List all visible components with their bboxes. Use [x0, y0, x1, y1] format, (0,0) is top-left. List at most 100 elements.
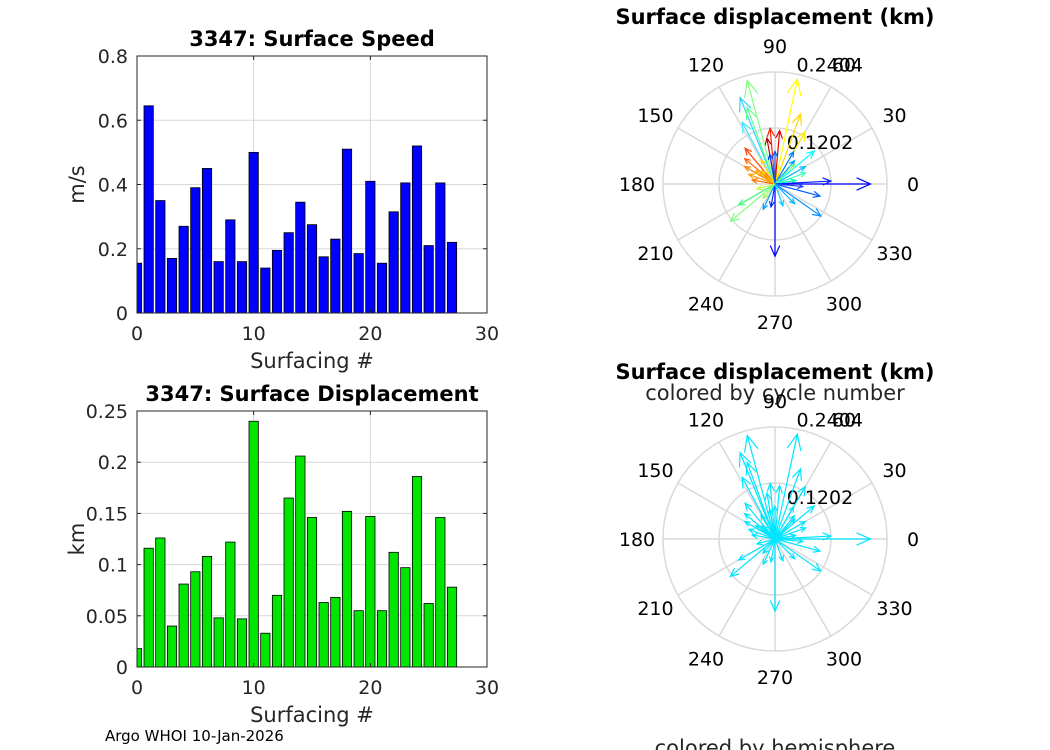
displacement-arrow [762, 183, 776, 211]
y-tick-label: 0.1 [98, 555, 128, 577]
arrow-head [788, 505, 795, 513]
displacement-arrow [745, 106, 776, 185]
arrow-head [737, 199, 746, 206]
arrow-head [788, 197, 796, 205]
arrow-head [747, 173, 755, 180]
displacement-arrow [747, 173, 776, 185]
angle-label: 180 [619, 529, 655, 551]
y-tick-label: 0 [116, 303, 128, 325]
bar [411, 476, 423, 668]
displacement-arrow [774, 177, 833, 186]
bar [376, 262, 388, 314]
arrow-head [799, 520, 807, 527]
angle-label: 150 [637, 460, 673, 482]
bar [283, 232, 294, 314]
bar [271, 594, 283, 668]
arrow-shaft [744, 147, 776, 185]
arrow-head [796, 182, 805, 189]
displacement-arrow [755, 538, 776, 546]
bar [400, 182, 411, 314]
arrow-head [774, 484, 784, 494]
arrow-head [812, 190, 822, 198]
arrow-shaft [774, 538, 821, 552]
displacement-arrow [743, 79, 776, 185]
y-tick-label: 0.05 [86, 606, 128, 628]
arrow-shaft [751, 534, 776, 540]
bar [365, 180, 376, 314]
arrow-head [762, 203, 769, 211]
displacement-arrow [774, 538, 823, 572]
arrow-head [766, 126, 775, 137]
arrow-shaft [774, 468, 802, 540]
displacement-arrow [774, 538, 822, 553]
arrow-shaft [774, 130, 781, 185]
arrow-head [806, 505, 816, 514]
arrow-head [766, 481, 775, 492]
arrow-shaft [774, 538, 784, 562]
polar-caption: colored by cycle number [645, 381, 905, 405]
bar [136, 648, 143, 668]
arrow-shaft [748, 173, 776, 185]
arrow-shaft [774, 521, 806, 540]
bar [365, 516, 376, 668]
displacement-arrow [774, 505, 795, 540]
x-tick-label: 0 [131, 323, 143, 345]
arrow-shaft [730, 538, 776, 577]
displacement-arrow [774, 77, 802, 185]
arrow-shaft [774, 150, 815, 185]
bar [213, 617, 224, 668]
arrow-head [738, 96, 752, 113]
arrow-head [791, 112, 802, 126]
axes-box [136, 410, 488, 668]
bar [388, 551, 399, 668]
bar [330, 596, 341, 668]
displacement-arrow [772, 504, 778, 539]
arrow-shaft [774, 180, 831, 185]
arrow-shaft [738, 538, 776, 561]
arrow-head [747, 528, 755, 535]
x-tick-label: 0 [131, 677, 143, 699]
displacement-arrow [774, 538, 796, 560]
displacement-arrow [774, 532, 833, 541]
y-tick-label: 0.15 [86, 503, 128, 525]
arrow-head [737, 554, 746, 561]
polar-hemisphere-chart: 0 30 60 90 120 150 180 210 240 270 300 330 0.1202 0.2… [615, 360, 934, 750]
angle-label: 120 [688, 54, 724, 76]
displacement-arrow [737, 538, 776, 561]
arrow-shaft [774, 183, 784, 207]
arrow-head [743, 165, 751, 172]
bar [225, 541, 236, 668]
bar [295, 455, 306, 668]
arrow-shaft [774, 505, 815, 540]
angle-label: 0 [907, 174, 919, 196]
bar [190, 187, 201, 314]
y-tick-label: 0.25 [86, 401, 128, 423]
arrow-shaft [738, 183, 776, 206]
arrow-shaft [746, 435, 776, 540]
bar [271, 249, 283, 314]
arrow-shaft [774, 535, 831, 540]
x-tick-label: 20 [358, 677, 382, 699]
chart-title: 3347: Surface Displacement [145, 382, 478, 406]
arrow-shaft [774, 434, 798, 540]
angle-label: 60 [832, 54, 856, 76]
arrow-head [786, 77, 802, 97]
bar [155, 200, 166, 314]
arrow-head [743, 512, 751, 520]
displacement-arrow [774, 183, 823, 217]
displacement-arrow [744, 502, 776, 540]
angle-label: 270 [757, 312, 793, 334]
arrow-shaft [774, 518, 796, 540]
arrow-head [767, 152, 774, 161]
arrow-shaft [774, 151, 795, 185]
angle-label: 30 [882, 105, 906, 127]
arrow-shaft [762, 183, 776, 199]
arrow-shaft [746, 462, 776, 540]
displacement-arrow [774, 129, 784, 185]
displacement-arrow [774, 467, 802, 540]
arrow-head [744, 502, 753, 511]
displacement-arrow [760, 169, 776, 185]
displacement-arrow [774, 165, 807, 185]
displacement-arrow [747, 528, 776, 540]
bar [306, 517, 318, 668]
